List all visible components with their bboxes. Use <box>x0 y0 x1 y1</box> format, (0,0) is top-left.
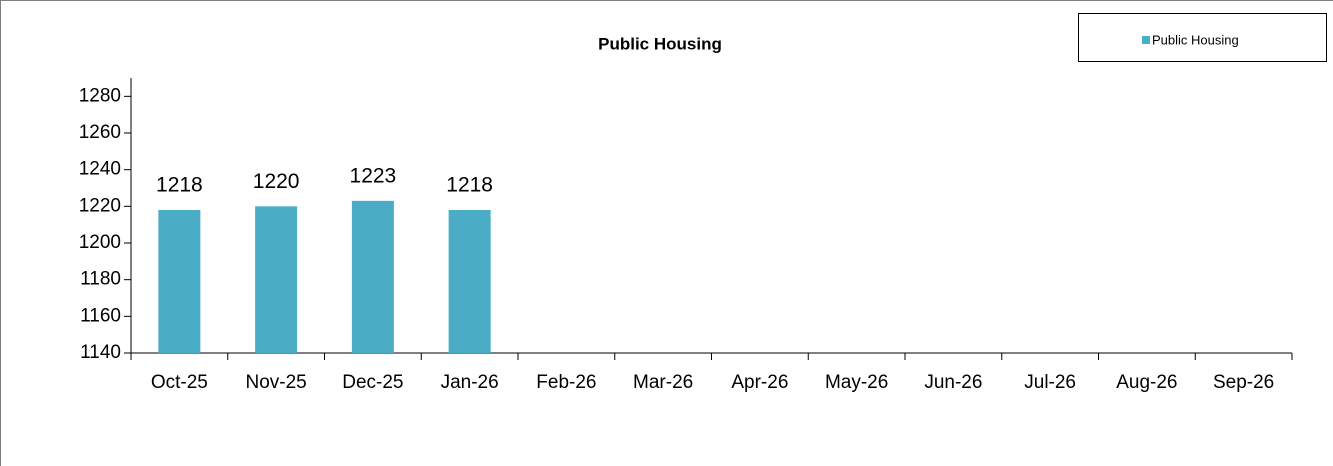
x-tick-label: Jan-26 <box>441 372 499 393</box>
chart-title: Public Housing <box>598 34 722 53</box>
x-tick-label: Jul-26 <box>1024 372 1076 393</box>
bar <box>255 206 298 353</box>
y-tick-label: 1220 <box>79 195 121 216</box>
x-tick-label: Oct-25 <box>151 372 208 393</box>
x-tick-label: Apr-26 <box>731 372 788 393</box>
y-tick-label: 1160 <box>80 305 121 326</box>
x-tick-label: Dec-25 <box>342 372 403 393</box>
y-tick-label: 1240 <box>79 159 121 180</box>
data-label: 1218 <box>156 174 203 197</box>
data-label: 1223 <box>350 164 397 187</box>
x-tick-label: Jun-26 <box>924 372 982 393</box>
bar <box>351 200 394 353</box>
x-tick-label: Nov-25 <box>246 372 307 393</box>
x-tick-label: May-26 <box>825 372 888 393</box>
legend-swatch <box>1142 36 1150 44</box>
bar <box>448 210 491 353</box>
data-label: 1220 <box>253 170 300 193</box>
y-tick-label: 1280 <box>79 85 121 106</box>
y-tick-label: 1260 <box>79 122 121 143</box>
y-tick-label: 1200 <box>79 232 121 253</box>
legend-label: Public Housing <box>1152 32 1239 47</box>
legend-box <box>1078 13 1327 62</box>
y-tick-label: 1140 <box>80 342 121 363</box>
x-tick-label: Mar-26 <box>633 372 693 393</box>
x-tick-label: Aug-26 <box>1116 372 1177 393</box>
x-tick-label: Sep-26 <box>1213 372 1274 393</box>
y-tick-label: 1180 <box>80 269 121 290</box>
data-label: 1218 <box>446 174 493 197</box>
x-tick-label: Feb-26 <box>536 372 596 393</box>
bar <box>158 210 201 353</box>
